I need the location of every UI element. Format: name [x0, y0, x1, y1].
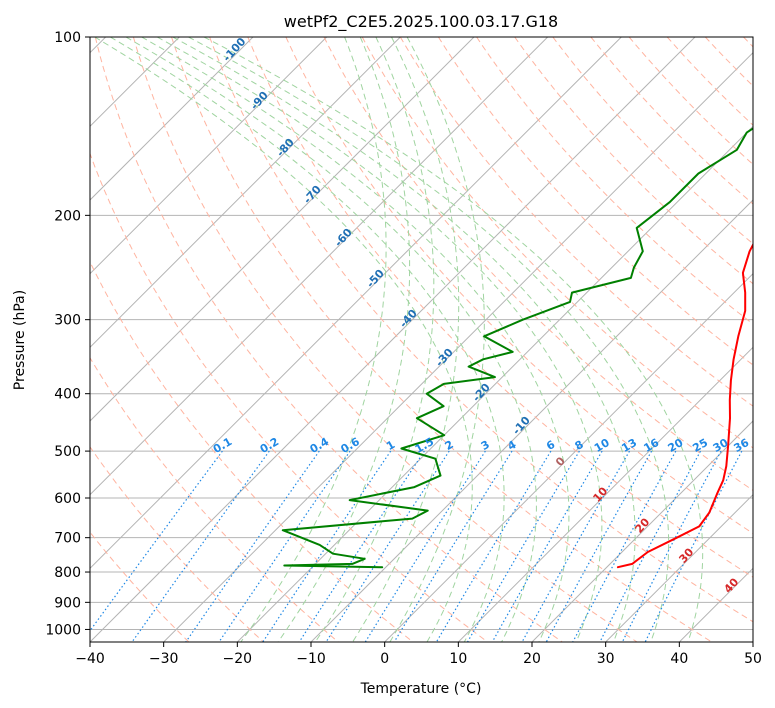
y-tick-label: 1000 — [45, 622, 81, 638]
y-tick-label: 600 — [54, 491, 81, 507]
isotherm-line — [605, 493, 753, 642]
y-tick-label: 300 — [54, 313, 81, 329]
dry-adiabat — [590, 37, 753, 205]
chart-title: wetPf2_C2E5.2025.100.03.17.G18 — [284, 12, 558, 32]
plot-frame — [89, 36, 754, 643]
dry-adiabat — [90, 260, 414, 642]
isotherm-line — [236, 125, 753, 642]
x-tick-label: −20 — [223, 651, 253, 667]
x-tick-label: 50 — [744, 651, 762, 667]
isotherm-line — [90, 37, 549, 496]
x-tick-label: −40 — [75, 651, 105, 667]
x-tick-label: −30 — [149, 651, 179, 667]
isotherm-line — [384, 272, 753, 642]
moist-adiabat — [352, 37, 460, 642]
mixing-ratio-line — [393, 450, 513, 642]
y-tick-label: 700 — [54, 531, 81, 547]
dry-adiabat — [323, 37, 753, 491]
mixing-ratio-line — [185, 450, 320, 642]
dry-adiabat — [94, 37, 563, 642]
moist-adiabat — [389, 37, 485, 642]
mixing-ratio-line — [131, 450, 270, 642]
moist-adiabat — [156, 37, 603, 642]
mixing-ratio-line — [218, 450, 351, 642]
dry-adiabat — [209, 37, 753, 623]
y-tick-label: 800 — [54, 565, 81, 581]
x-tick-label: 0 — [380, 651, 389, 667]
dry-adiabat — [361, 37, 753, 449]
isotherm-line — [90, 37, 328, 275]
x-tick-label: 30 — [597, 651, 615, 667]
mixing-ratio-line — [491, 450, 603, 642]
mixing-ratio-line — [599, 450, 702, 642]
y-axis-label: Pressure (hPa) — [12, 290, 28, 390]
isotherm-line — [90, 37, 622, 570]
temperature-trace — [616, 242, 753, 569]
isotherm-line — [90, 37, 401, 349]
dry-adiabat — [171, 37, 712, 642]
isotherm-line — [163, 51, 753, 642]
dry-adiabat — [132, 37, 638, 642]
moist-adiabat — [277, 37, 411, 642]
isotherm-line — [90, 37, 696, 642]
axes: −40 −30 −20 −10 0 10 20 30 40 50 100 200 300 400 500 60… — [45, 30, 762, 667]
dry-adiabat — [437, 37, 753, 366]
y-tick-label: 900 — [54, 595, 81, 611]
moist-adiabat — [94, 37, 473, 642]
plot-area — [90, 37, 753, 642]
y-tick-label: 400 — [54, 387, 81, 403]
isotherm-line — [531, 420, 753, 642]
moist-adiabat — [314, 37, 435, 642]
moist-adiabat — [240, 37, 387, 642]
y-tick-label: 500 — [54, 444, 81, 460]
moist-adiabat — [141, 37, 570, 642]
moist-adiabat — [203, 37, 704, 642]
x-tick-label: 40 — [670, 651, 688, 667]
isotherm-line — [457, 346, 753, 642]
isotherm-line — [90, 37, 475, 422]
dry-adiabat — [399, 37, 753, 407]
mixing-ratio-line — [90, 450, 223, 632]
dewpoint-trace — [281, 127, 753, 569]
x-axis-label: Temperature (°C) — [360, 681, 482, 697]
isotherm-line — [90, 37, 254, 201]
moist-adiabat — [125, 37, 537, 642]
mixing-ratio-line — [545, 450, 653, 642]
mixing-ratio-line — [298, 450, 425, 642]
dry-adiabat — [90, 356, 339, 642]
moist-adiabat — [110, 37, 505, 642]
mixing-ratio-line — [572, 450, 677, 642]
dry-adiabat — [552, 37, 753, 245]
mixing-ratio-line — [621, 450, 722, 642]
mixing-ratio-line — [644, 450, 743, 642]
dry-adiabat — [90, 446, 264, 642]
y-tick-label: 100 — [54, 30, 81, 46]
mixing-ratio-line — [521, 450, 631, 642]
y-tick-label: 200 — [54, 208, 81, 224]
dry-adiabat — [285, 37, 753, 535]
dry-adiabat — [247, 37, 753, 578]
x-tick-label: 10 — [449, 651, 467, 667]
x-tick-label: 20 — [523, 651, 541, 667]
x-tick-label: −10 — [296, 651, 326, 667]
